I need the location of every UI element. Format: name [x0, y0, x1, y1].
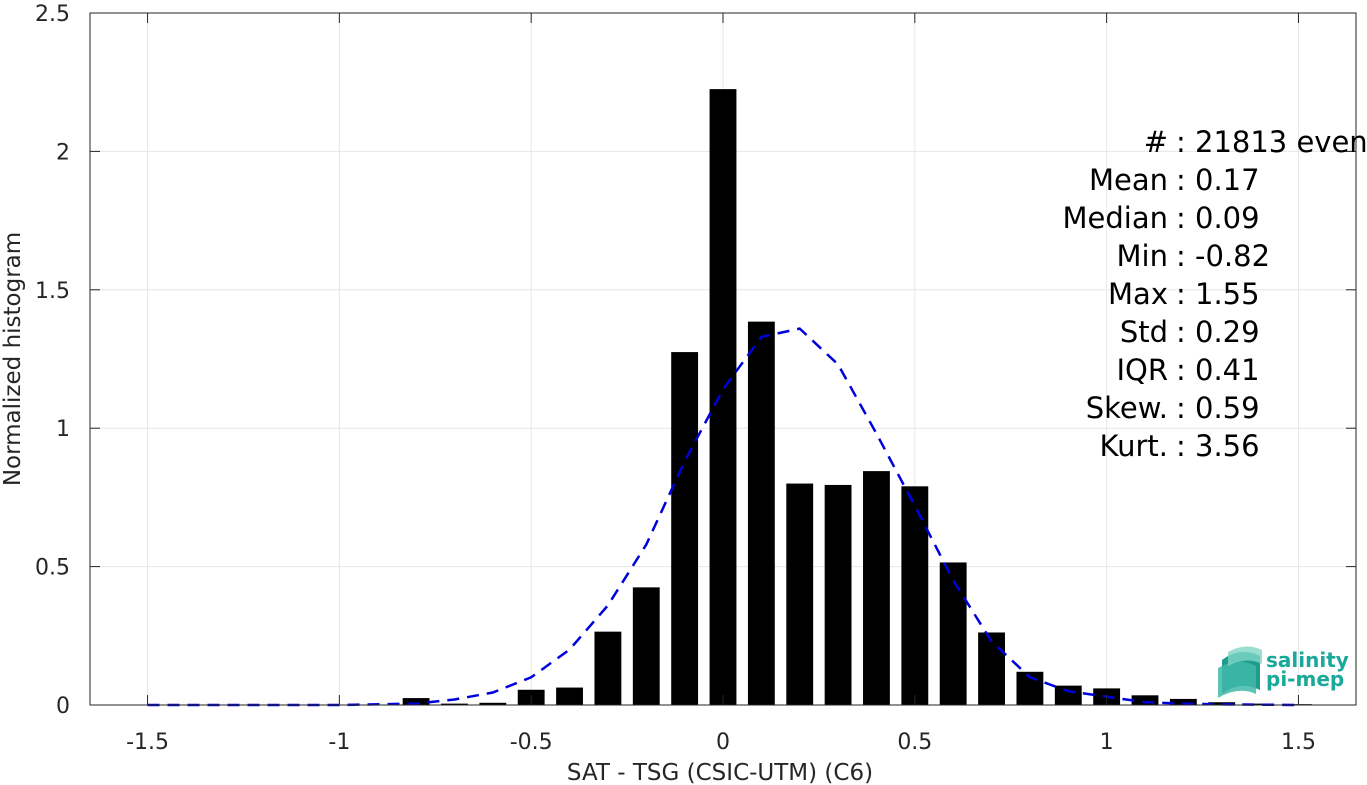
histogram-bar — [671, 352, 699, 705]
histogram-bar — [632, 587, 660, 705]
histogram-bar — [1131, 695, 1159, 705]
x-tick-label: 0.5 — [897, 730, 932, 755]
histogram-bar — [978, 632, 1005, 705]
histogram-bar — [709, 89, 737, 706]
histogram-bar — [747, 321, 775, 705]
y-tick-label: 0 — [56, 694, 70, 719]
stat-line: #: 21813 events — [1144, 125, 1367, 159]
histogram-bar — [901, 486, 929, 705]
y-tick-label: 0.5 — [35, 556, 70, 581]
stat-label: Mean — [1089, 163, 1168, 197]
stat-label: Median — [1063, 201, 1168, 235]
stat-label: Std — [1120, 315, 1168, 349]
x-tick-label: 0 — [716, 730, 730, 755]
stat-line: IQR: 0.41 — [1116, 353, 1259, 387]
stat-value: : 1.55 — [1176, 277, 1260, 311]
y-tick-label: 1 — [56, 417, 70, 442]
stat-value: : 0.41 — [1176, 353, 1260, 387]
histogram-bar — [863, 471, 890, 705]
stat-label: Min — [1117, 239, 1168, 273]
histogram-bar — [402, 698, 430, 705]
stat-label: Skew. — [1086, 391, 1168, 425]
histogram-bar — [1246, 703, 1274, 705]
histogram-bar — [556, 687, 583, 705]
x-tick-label: -1 — [328, 730, 350, 755]
y-tick-label: 1.5 — [35, 279, 70, 304]
stat-line: Std: 0.29 — [1120, 315, 1260, 349]
wave-logo-icon — [1218, 646, 1262, 698]
stat-value: : 3.56 — [1176, 429, 1260, 463]
logo-line-2: pi-mep — [1266, 667, 1344, 691]
y-axis-label: Normalized histogram — [0, 232, 26, 486]
axis-ticks: -1.5 -1 -0.5 0 0.5 1 1.5 0 0.5 1 1.5 2 2.5 — [35, 2, 1356, 755]
x-tick-label: -1.5 — [126, 730, 169, 755]
stat-line: Mean: 0.17 — [1089, 163, 1260, 197]
stat-line: Median: 0.09 — [1063, 201, 1260, 235]
logo-line-1: salinity — [1266, 648, 1349, 672]
stat-label: Max — [1108, 277, 1168, 311]
histogram-bar — [786, 483, 814, 705]
histogram-bar — [1054, 685, 1082, 705]
histogram-bar — [594, 631, 622, 705]
y-tick-label: 2.5 — [35, 2, 70, 27]
stat-line: Max: 1.55 — [1108, 277, 1260, 311]
stat-line: Min: -0.82 — [1117, 239, 1271, 273]
y-tick-label: 2 — [56, 140, 70, 165]
stat-value: : 0.17 — [1176, 163, 1260, 197]
histogram-bar — [939, 562, 967, 705]
stat-value: : 0.29 — [1176, 315, 1260, 349]
histogram-bars — [402, 89, 1312, 706]
x-tick-label: 1.5 — [1281, 730, 1316, 755]
salinity-pi-mep-logo: salinity pi-mep — [1218, 646, 1349, 698]
histogram-bar — [1208, 702, 1236, 705]
stat-line: Kurt.: 3.56 — [1100, 429, 1260, 463]
stat-line: Skew.: 0.59 — [1086, 391, 1260, 425]
histogram-bar — [1169, 698, 1197, 705]
stat-value: : 0.09 — [1176, 201, 1260, 235]
stat-label: Kurt. — [1100, 429, 1168, 463]
histogram-bar — [479, 702, 507, 705]
stat-value: : 0.59 — [1176, 391, 1260, 425]
x-axis-label: SAT - TSG (CSIC-UTM) (C6) — [567, 760, 873, 785]
stat-label: IQR — [1116, 353, 1168, 387]
histogram-bar — [441, 703, 468, 705]
stat-value: : -0.82 — [1176, 239, 1270, 273]
stat-label: # — [1144, 125, 1168, 159]
stat-value: : 21813 events — [1176, 125, 1367, 159]
x-tick-label: -0.5 — [510, 730, 553, 755]
x-tick-label: 1 — [1100, 730, 1114, 755]
histogram-bar — [824, 484, 852, 705]
